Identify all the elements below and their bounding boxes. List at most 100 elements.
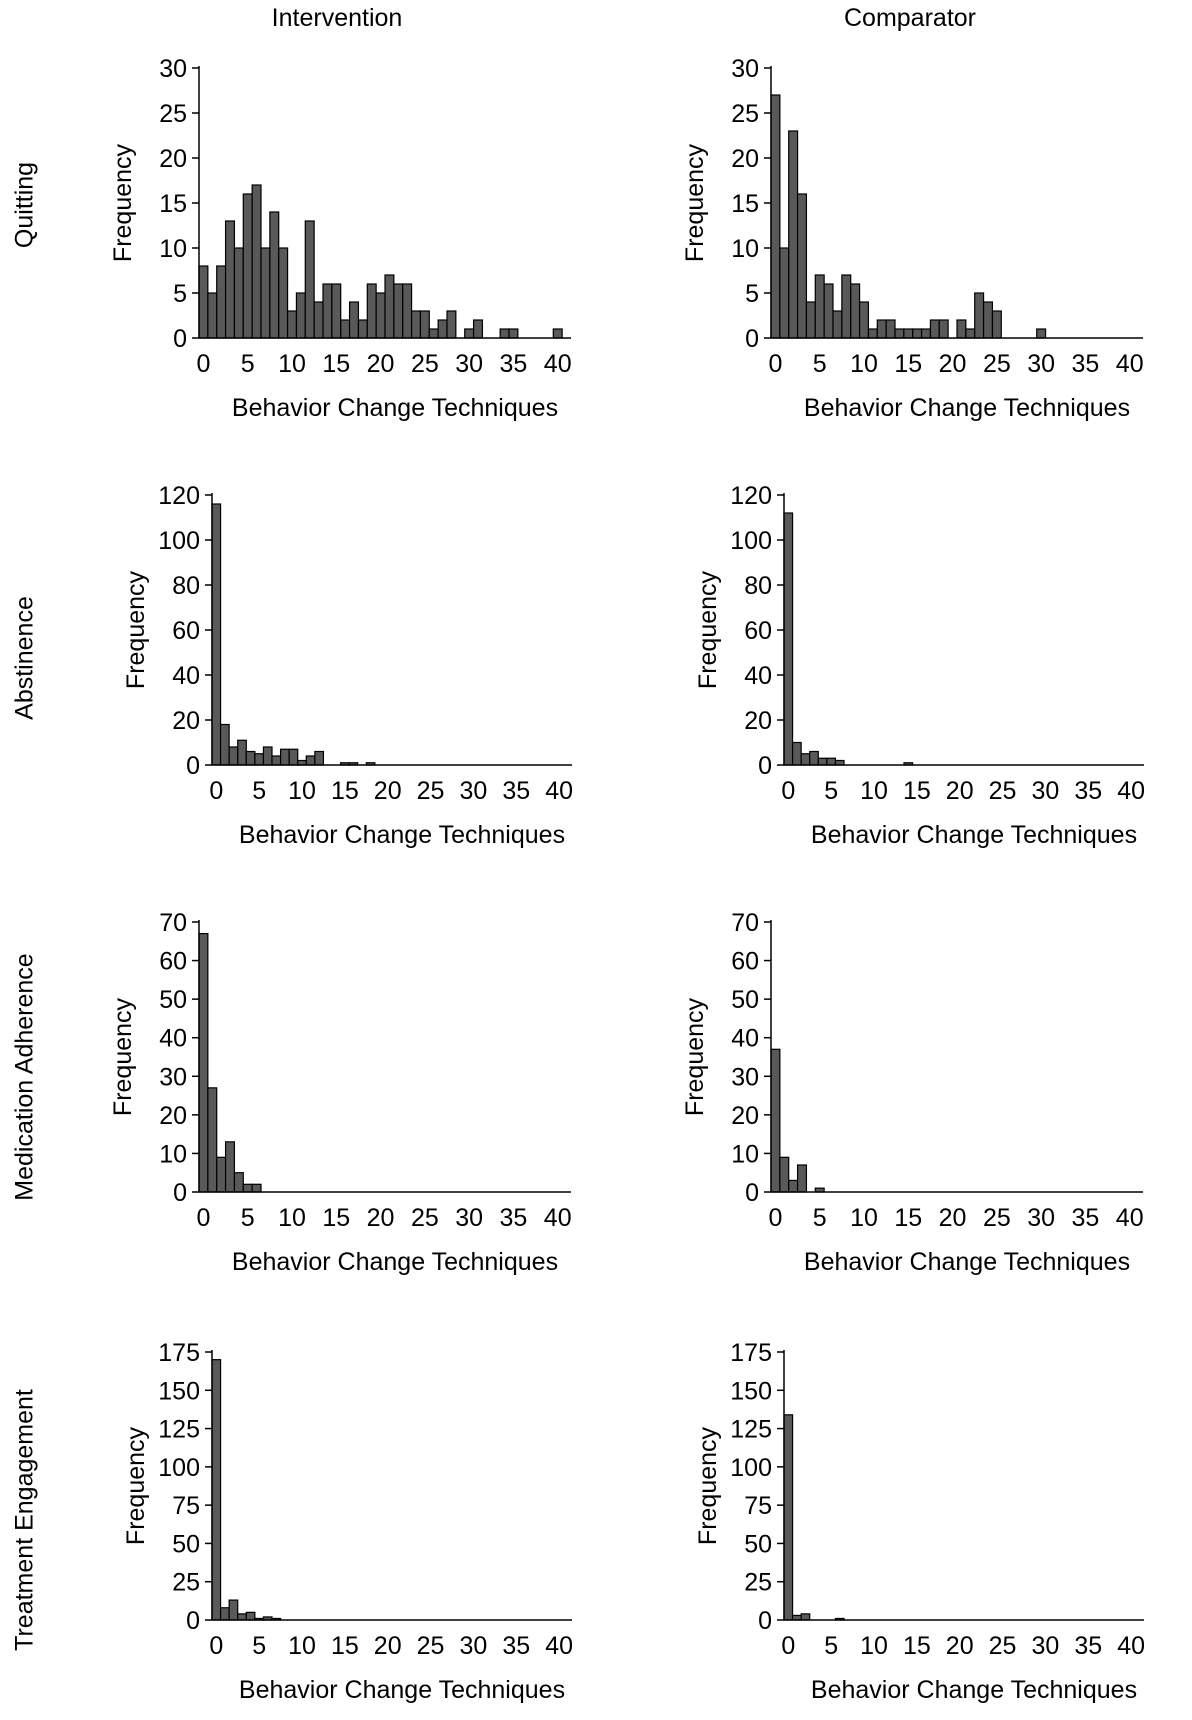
bar bbox=[876, 319, 887, 339]
y-tick-label: 100 bbox=[158, 527, 200, 555]
x-tick-label: 25 bbox=[989, 1632, 1017, 1660]
bar bbox=[841, 274, 852, 339]
y-tick-label: 25 bbox=[744, 1569, 772, 1597]
bar bbox=[783, 1414, 794, 1621]
y-tick-label: 0 bbox=[745, 325, 759, 353]
x-tick-label: 40 bbox=[1116, 1204, 1144, 1232]
x-tick-label: 40 bbox=[1117, 1632, 1145, 1660]
y-axis-label: Frequency bbox=[122, 570, 150, 689]
x-tick-label: 20 bbox=[374, 777, 402, 805]
y-tick-label: 5 bbox=[173, 280, 187, 308]
x-tick-label: 20 bbox=[939, 1204, 967, 1232]
y-tick-label: 10 bbox=[731, 235, 759, 263]
bar bbox=[800, 753, 811, 766]
bar bbox=[278, 247, 289, 339]
histogram-panel-6: 0 25 50 75 100 125 150 175 0 5 10 15 20 25 30 35 40 Behav… bbox=[122, 1339, 573, 1704]
x-tick-label: 5 bbox=[241, 1204, 255, 1232]
y-tick-label: 120 bbox=[730, 482, 772, 510]
bar bbox=[817, 757, 828, 766]
bar bbox=[211, 1359, 222, 1621]
x-tick-label: 15 bbox=[903, 1632, 931, 1660]
y-axis-label: Frequency bbox=[122, 1426, 150, 1545]
y-tick-label: 60 bbox=[744, 617, 772, 645]
bar bbox=[809, 750, 819, 766]
y-tick-label: 0 bbox=[758, 1607, 772, 1635]
bar bbox=[233, 1172, 244, 1193]
y-tick-label: 20 bbox=[172, 707, 200, 735]
y-tick-label: 20 bbox=[744, 707, 772, 735]
x-tick-label: 25 bbox=[989, 777, 1017, 805]
y-tick-label: 20 bbox=[731, 145, 759, 173]
x-tick-label: 15 bbox=[331, 1632, 359, 1660]
y-tick-label: 25 bbox=[172, 1569, 200, 1597]
y-tick-label: 20 bbox=[159, 145, 187, 173]
bar bbox=[279, 748, 290, 766]
x-tick-label: 10 bbox=[288, 1632, 316, 1660]
y-tick-label: 40 bbox=[744, 662, 772, 690]
y-axis-label: Frequency bbox=[694, 570, 722, 689]
bar bbox=[262, 746, 273, 766]
bar bbox=[991, 310, 1002, 339]
bar bbox=[286, 310, 298, 339]
bar bbox=[805, 301, 816, 339]
y-tick-label: 20 bbox=[731, 1102, 759, 1130]
x-tick-label: 5 bbox=[813, 1204, 827, 1232]
x-tick-label: 30 bbox=[460, 777, 488, 805]
bar bbox=[800, 1613, 811, 1621]
x-tick-label: 5 bbox=[813, 350, 827, 378]
x-tick-label: 40 bbox=[1116, 350, 1144, 378]
bar bbox=[271, 755, 282, 766]
x-tick-label: 25 bbox=[411, 1204, 439, 1232]
bar bbox=[903, 328, 914, 339]
bar bbox=[982, 301, 994, 339]
y-tick-label: 50 bbox=[731, 986, 759, 1014]
y-tick-label: 70 bbox=[159, 909, 187, 937]
histogram-panel-4: 0 10 20 30 40 50 60 70 0 5 10 15 20 25 30 35 40 Behavior … bbox=[109, 909, 572, 1276]
bar bbox=[823, 283, 834, 339]
y-tick-label: 50 bbox=[172, 1530, 200, 1558]
x-tick-label: 30 bbox=[455, 1204, 483, 1232]
x-tick-label: 35 bbox=[500, 350, 528, 378]
x-tick-label: 25 bbox=[417, 1632, 445, 1660]
y-axis-label: Frequency bbox=[681, 143, 709, 262]
x-tick-label: 5 bbox=[252, 1632, 266, 1660]
x-axis-label: Behavior Change Techniques bbox=[239, 821, 565, 849]
x-tick-label: 15 bbox=[322, 350, 350, 378]
x-tick-label: 0 bbox=[781, 777, 795, 805]
x-tick-label: 10 bbox=[860, 777, 888, 805]
bar bbox=[357, 319, 368, 339]
row-label-quitting: Quitting bbox=[10, 161, 39, 249]
bar bbox=[508, 328, 519, 339]
y-tick-label: 0 bbox=[186, 752, 200, 780]
x-tick-label: 35 bbox=[500, 1204, 528, 1232]
y-tick-label: 15 bbox=[731, 190, 759, 218]
y-tick-label: 0 bbox=[173, 1179, 187, 1207]
bar bbox=[211, 503, 222, 766]
bar bbox=[779, 1156, 790, 1193]
x-tick-label: 10 bbox=[850, 1204, 878, 1232]
bar bbox=[384, 274, 395, 339]
x-tick-label: 40 bbox=[545, 1632, 573, 1660]
y-tick-label: 15 bbox=[159, 190, 187, 218]
x-tick-label: 10 bbox=[278, 350, 306, 378]
x-tick-label: 20 bbox=[367, 1204, 395, 1232]
y-tick-label: 150 bbox=[158, 1377, 200, 1405]
bar bbox=[783, 512, 794, 766]
x-tick-label: 15 bbox=[894, 350, 922, 378]
y-tick-label: 5 bbox=[745, 280, 759, 308]
y-tick-label: 150 bbox=[730, 1377, 772, 1405]
bar bbox=[938, 319, 949, 339]
bar bbox=[233, 247, 244, 339]
x-tick-label: 25 bbox=[417, 777, 445, 805]
bar bbox=[242, 193, 253, 339]
bar bbox=[198, 932, 209, 1193]
y-tick-label: 10 bbox=[159, 235, 187, 263]
y-tick-label: 30 bbox=[731, 1063, 759, 1091]
bar bbox=[428, 328, 439, 339]
x-tick-label: 0 bbox=[768, 350, 782, 378]
bar bbox=[974, 292, 985, 339]
x-tick-label: 15 bbox=[903, 777, 931, 805]
bar bbox=[929, 319, 940, 339]
histogram-panel-1: 0 5 10 15 20 25 30 0 5 10 15 20 25 30 35 40 Behavior Cha… bbox=[681, 55, 1144, 422]
bar bbox=[224, 1141, 236, 1193]
